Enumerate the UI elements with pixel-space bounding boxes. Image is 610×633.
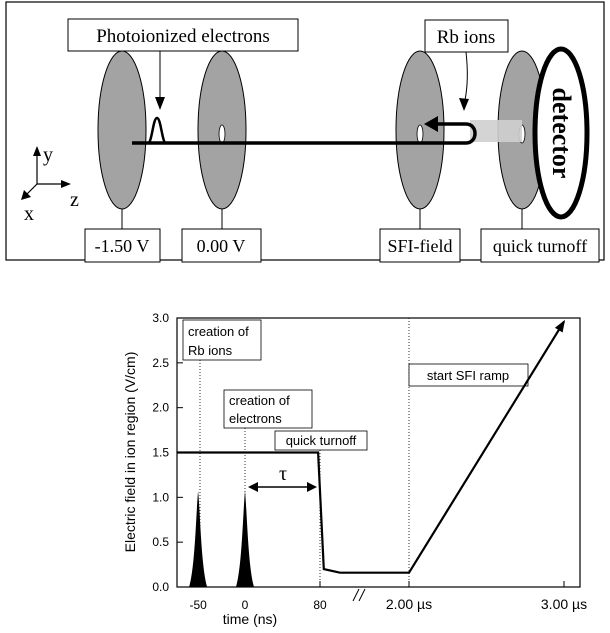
triad-y-head <box>33 146 41 156</box>
x-tick-label: 80 <box>313 598 327 612</box>
plate-2-box <box>181 228 262 263</box>
tau-arrow-right <box>307 482 317 492</box>
return-arrowhead <box>424 116 438 132</box>
break-mark-1 <box>352 588 360 602</box>
plate-1 <box>97 50 147 210</box>
break-mark-2 <box>358 588 366 602</box>
triad-z-head <box>61 180 71 188</box>
photo-pointer-head <box>155 97 165 110</box>
ion-cloud <box>470 120 522 142</box>
rb-label: Rb ions <box>437 27 496 48</box>
apparatus-frame <box>5 1 605 261</box>
end-arrowhead <box>554 319 566 333</box>
y-tick-label: 0.0 <box>152 580 169 594</box>
plate-2-label: 0.00 V <box>197 236 246 256</box>
annot-sfi: start SFI ramp <box>427 368 509 383</box>
rb-pointer <box>464 51 468 101</box>
x-axis-label: time (ns) <box>223 611 277 627</box>
x-ticks: -50 0 80 2.00 µs 3.00 µs <box>189 581 587 612</box>
electron-pulse <box>146 116 168 145</box>
photo-label: Photoionized electrons <box>96 26 270 47</box>
y-tick-label: 0.5 <box>152 535 169 549</box>
plate-3-label: SFI-field <box>388 236 453 256</box>
plate-2-hole <box>218 124 226 144</box>
annot-quick-box <box>274 430 368 451</box>
plate-1-label: -1.50 V <box>95 236 150 256</box>
triad-x-head <box>21 190 31 200</box>
rb-pointer-head <box>459 98 469 111</box>
plate-3-box <box>379 228 461 263</box>
y-tick-label: 2.0 <box>152 401 169 415</box>
pulses <box>189 491 254 587</box>
y-axis-label: Electric field in ion region (V/cm) <box>122 352 138 553</box>
annot-el-box <box>223 389 313 429</box>
detector-label: detector <box>547 88 576 179</box>
x-tick-label: 3.00 µs <box>541 596 587 612</box>
annot-quick: quick turnoff <box>286 433 357 448</box>
tau-label: τ <box>279 463 287 485</box>
triad-y-label: y <box>43 144 53 166</box>
excitation-pulse <box>236 491 254 587</box>
plate-4-label: quick turnoff <box>493 236 587 256</box>
y-tick-label: 3.0 <box>152 311 169 325</box>
excitation-pulse <box>189 491 208 587</box>
x-tick-label: -50 <box>189 598 207 612</box>
annot-rb-line2: Rb ions <box>188 343 233 358</box>
annot-sfi-box <box>408 363 529 387</box>
photo-label-box <box>67 18 299 52</box>
y-tick-label: 1.0 <box>152 490 169 504</box>
y-ticks: 0.0 0.5 1.0 1.5 2.0 2.5 3.0 <box>152 311 183 594</box>
plate-3-hole <box>416 124 424 144</box>
y-tick-label: 2.5 <box>152 356 169 370</box>
annot-rb-line1: creation of <box>188 324 249 339</box>
detector <box>532 46 590 220</box>
plate-4-box <box>480 228 600 263</box>
x-tick-label: 2.00 µs <box>386 596 432 612</box>
y-tick-label: 1.5 <box>152 446 169 460</box>
series-line <box>177 321 565 574</box>
annot-el-line1: creation of <box>229 393 290 408</box>
plate-1-box <box>84 228 161 263</box>
triad-z-label: z <box>70 189 79 211</box>
return-loop <box>410 122 477 145</box>
annot-el-line2: electrons <box>229 411 282 426</box>
triad-x-label: x <box>24 203 34 225</box>
annot-rb-box <box>182 319 262 361</box>
tau-arrow-left <box>248 482 258 492</box>
chart: 0.0 0.5 1.0 1.5 2.0 2.5 3.0 -50 0 80 2.00 µs 3.00 … <box>122 311 587 627</box>
x-tick-label: 0 <box>242 598 249 612</box>
